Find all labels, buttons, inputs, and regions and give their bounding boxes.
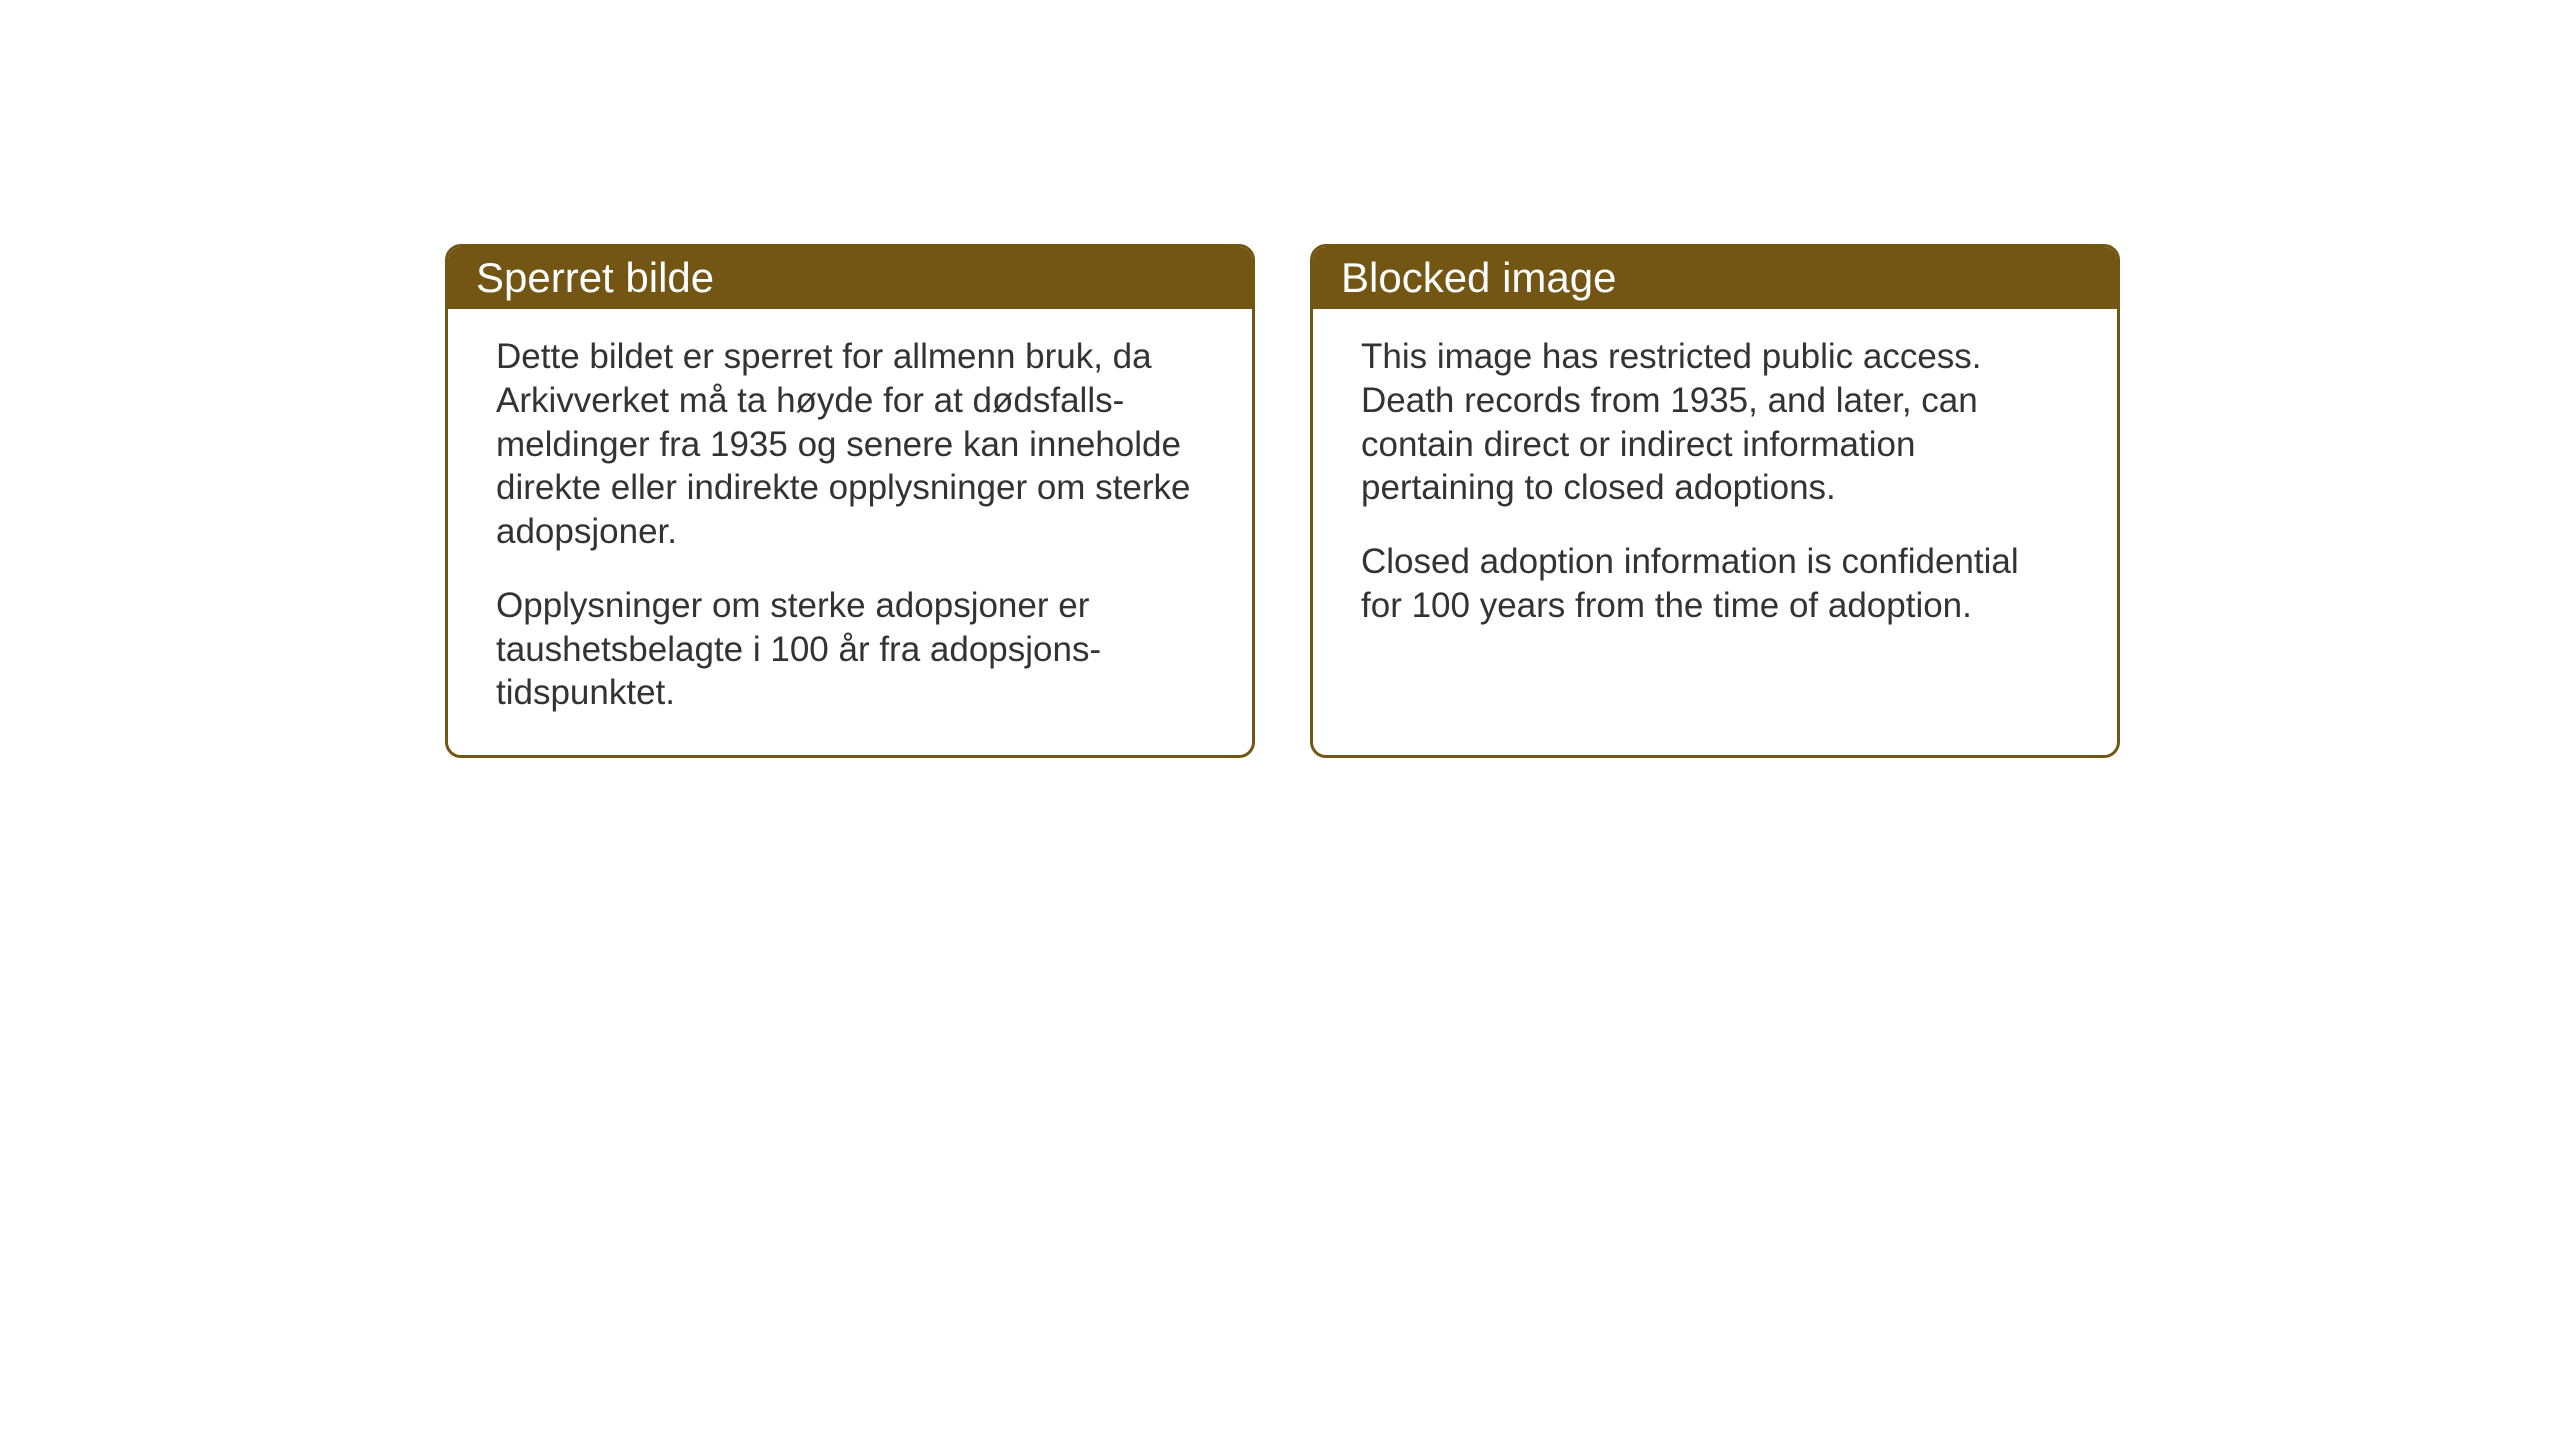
norwegian-card-title: Sperret bilde xyxy=(476,254,714,301)
norwegian-card-header: Sperret bilde xyxy=(448,247,1252,309)
notice-container: Sperret bilde Dette bildet er sperret fo… xyxy=(445,244,2120,758)
english-paragraph-2: Closed adoption information is confident… xyxy=(1361,540,2069,628)
english-card-title: Blocked image xyxy=(1341,254,1616,301)
english-notice-card: Blocked image This image has restricted … xyxy=(1310,244,2120,758)
norwegian-card-body: Dette bildet er sperret for allmenn bruk… xyxy=(448,309,1252,755)
english-card-body: This image has restricted public access.… xyxy=(1313,309,2117,729)
norwegian-paragraph-1: Dette bildet er sperret for allmenn bruk… xyxy=(496,335,1204,554)
norwegian-paragraph-2: Opplysninger om sterke adopsjoner er tau… xyxy=(496,584,1204,715)
english-card-header: Blocked image xyxy=(1313,247,2117,309)
english-paragraph-1: This image has restricted public access.… xyxy=(1361,335,2069,510)
norwegian-notice-card: Sperret bilde Dette bildet er sperret fo… xyxy=(445,244,1255,758)
